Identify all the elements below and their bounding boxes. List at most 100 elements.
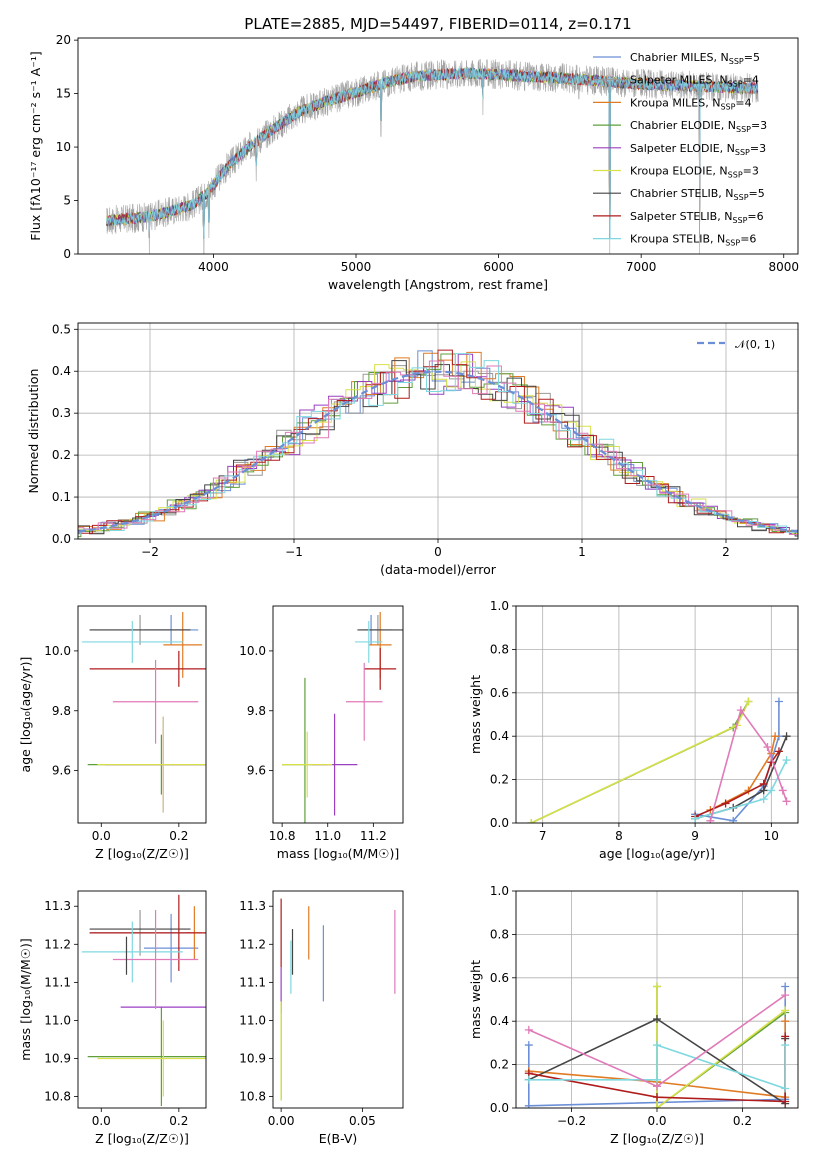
weight-series-line <box>530 701 750 823</box>
x-tick-label: 2 <box>722 545 730 559</box>
y-tick-label: 9.6 <box>52 764 71 778</box>
spectrum-line-salpeter-miles <box>106 58 759 254</box>
legend-entry: Chabrier STELIB, NSSP=5 <box>630 187 765 202</box>
legend-tail: =3 <box>751 119 767 132</box>
y-tick-label: 11.1 <box>239 975 266 989</box>
weight-marker <box>781 1017 790 1026</box>
weight-marker <box>782 797 791 806</box>
y-tick-label: 11.1 <box>44 975 71 989</box>
x-tick-label: 8000 <box>768 260 799 274</box>
weight-marker <box>759 779 768 788</box>
panel-weight-vs-age: 7 8 9 10 0.0 0.2 0.4 0.6 0.8 1.0 age [log₁₀(age/yr… <box>468 599 799 861</box>
y-tick-label: 10.0 <box>239 644 266 658</box>
y-tick-label: 0.3 <box>52 406 71 420</box>
y-tick-label: 10.8 <box>44 1090 71 1104</box>
x-tick-label: 1 <box>578 545 586 559</box>
y-tick-label: 10.9 <box>44 1052 71 1066</box>
y-tick-label: 0.8 <box>490 642 509 656</box>
histogram-step <box>78 349 798 534</box>
y-axis-label: mass weight <box>468 960 483 1039</box>
plot-area <box>78 349 798 538</box>
y-tick-label: 9.6 <box>247 764 266 778</box>
x-tick-label: 0.00 <box>268 1114 295 1128</box>
weight-marker <box>759 795 768 804</box>
x-tick-label: 4000 <box>198 260 229 274</box>
x-tick-label: 0.0 <box>92 829 111 843</box>
legend-tail: =3 <box>750 142 766 155</box>
legend-sub: SSP <box>736 125 751 134</box>
axes-frame <box>272 890 404 1109</box>
x-tick-label: 9 <box>691 829 699 843</box>
weight-marker <box>736 706 745 715</box>
x-axis-label: (data-model)/error <box>380 562 497 577</box>
y-tick-label: 11.2 <box>239 937 266 951</box>
y-axis-label: Flux [fλ10⁻¹⁷ erg cm⁻² s⁻¹ A⁻¹] <box>28 51 43 240</box>
x-axis-label: Z [log₁₀(Z/Z☉)] <box>610 1131 704 1146</box>
legend-text: Salpeter ELODIE, N <box>630 142 735 155</box>
legend-sub: SSP <box>735 148 750 157</box>
legend-text: Kroupa ELODIE, N <box>630 165 728 178</box>
histogram-step <box>78 360 798 537</box>
x-axis-label: Z [log₁₀(Z/Z☉)] <box>95 846 189 861</box>
legend-entry: Kroupa STELIB, NSSP=6 <box>630 233 756 248</box>
plot-area <box>524 982 790 1108</box>
y-tick-label: 0.1 <box>52 490 71 504</box>
y-tick-label: 9.8 <box>247 704 266 718</box>
y-tick-label: 20 <box>56 33 71 47</box>
weight-series-line <box>656 986 786 1108</box>
weight-marker <box>524 1101 533 1108</box>
legend-tail: =4 <box>735 96 751 109</box>
legend-entry: Salpeter STELIB, NSSP=6 <box>630 210 764 225</box>
axes-frame <box>77 890 207 1109</box>
legend-sub: SSP <box>729 57 744 66</box>
weight-marker <box>729 816 738 823</box>
x-tick-label: 7000 <box>626 260 657 274</box>
legend-sub: SSP <box>728 171 743 180</box>
weight-marker <box>653 1093 661 1102</box>
panel-mass-vs-EBV: 0.00 0.05 10.8 10.9 11.0 11.1 11.2 11.3 E(B-V) <box>239 890 404 1146</box>
y-tick-label: 0.4 <box>490 729 509 743</box>
y-tick-label: 11.0 <box>239 1013 266 1027</box>
weight-marker <box>653 1082 661 1091</box>
y-tick-label: 0.0 <box>490 1101 509 1115</box>
y-tick-label: 10.9 <box>239 1052 266 1066</box>
legend-entry: Chabrier MILES, NSSP=5 <box>630 51 760 66</box>
legend-entry: Kroupa ELODIE, NSSP=3 <box>630 165 759 180</box>
histogram-step <box>78 360 798 535</box>
plot-area <box>280 898 396 1101</box>
weight-marker <box>763 743 772 752</box>
axes-frame <box>272 605 404 824</box>
legend-sub: SSP <box>728 80 743 89</box>
legend-tail: =5 <box>744 51 760 64</box>
x-tick-label: −2 <box>141 545 159 559</box>
figure-title: PLATE=2885, MJD=54497, FIBERID=0114, z=0… <box>244 15 631 33</box>
legend-text: Chabrier STELIB, N <box>630 187 734 200</box>
y-axis-label: Normed distribution <box>26 369 41 494</box>
panel-weight-vs-Z: −0.2 0.0 0.2 0.0 0.2 0.4 0.6 0.8 1.0 Z [log₁₀(Z/Z… <box>468 884 799 1146</box>
y-tick-label: 11.2 <box>44 937 71 951</box>
spectrum-line-kroupa-stelib <box>106 66 758 239</box>
weight-marker <box>767 786 776 795</box>
weight-marker <box>524 1025 533 1034</box>
y-tick-label: 10.8 <box>239 1090 266 1104</box>
x-tick-label: 0.2 <box>733 1114 752 1128</box>
x-axis-label: Z [log₁₀(Z/Z☉)] <box>95 1131 189 1146</box>
y-tick-label: 0.4 <box>52 364 71 378</box>
weight-marker <box>778 786 787 795</box>
x-tick-label: 11.2 <box>360 829 387 843</box>
legend-text: Salpeter STELIB, N <box>630 210 732 223</box>
weight-marker <box>653 982 661 991</box>
weight-marker <box>691 814 700 823</box>
axes-frame <box>515 890 799 1109</box>
y-axis-label: mass [log₁₀(M/M☉)] <box>18 938 33 1060</box>
legend-entry: 𝒩(0, 1) <box>735 338 775 351</box>
panel-age-vs-mass: 10.8 11.0 11.2 9.6 9.8 10.0 mass [log₁₀(M/M☉)] <box>239 605 404 861</box>
panel-residuals: −2 −1 0 1 2 0.0 0.1 0.2 0.3 0.4 0.5 (data-model)/er… <box>26 322 799 577</box>
legend-sub: SSP <box>734 193 749 202</box>
x-tick-label: −1 <box>285 545 303 559</box>
weight-marker <box>782 732 791 741</box>
y-tick-label: 0.0 <box>52 532 71 546</box>
y-tick-label: 15 <box>56 87 71 101</box>
x-axis-label: mass [log₁₀(M/M☉)] <box>277 846 399 861</box>
legend-text: Kroupa STELIB, N <box>630 233 725 246</box>
